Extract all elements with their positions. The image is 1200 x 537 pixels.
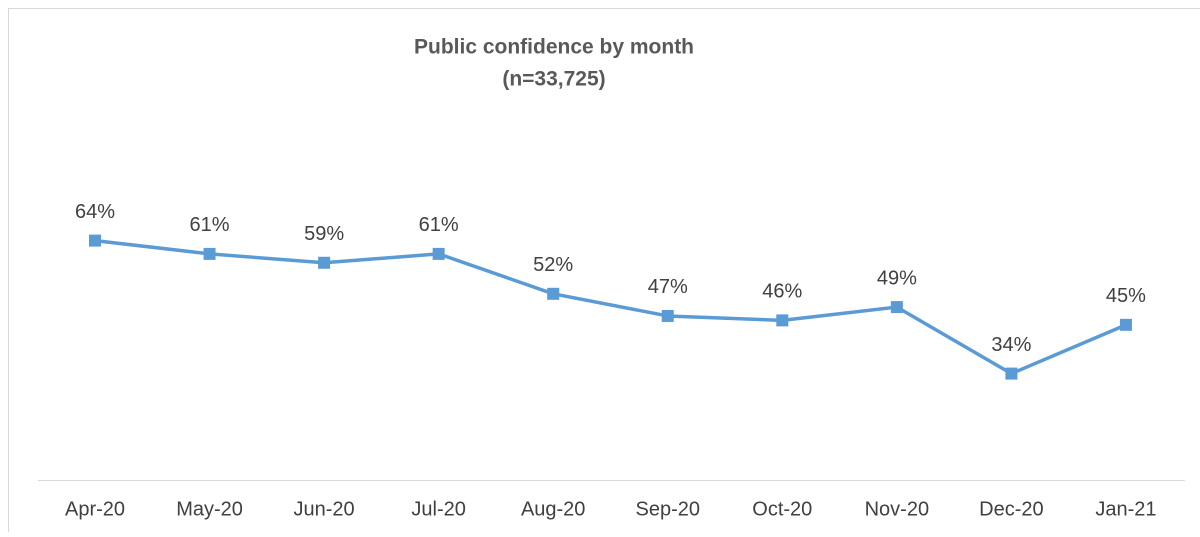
marker bbox=[318, 257, 330, 269]
chart-title: Public confidence by month bbox=[414, 36, 694, 59]
data-label: 46% bbox=[762, 281, 802, 303]
data-label: 61% bbox=[190, 214, 230, 236]
marker bbox=[433, 248, 445, 260]
x-tick-label: Nov-20 bbox=[865, 498, 929, 520]
data-label: 59% bbox=[304, 223, 344, 245]
x-tick-label: Jan-21 bbox=[1095, 498, 1156, 520]
x-tick-label: Apr-20 bbox=[65, 498, 125, 520]
data-label: 61% bbox=[419, 214, 459, 236]
x-tick-label: Jul-20 bbox=[411, 498, 465, 520]
x-tick-label: Jun-20 bbox=[294, 498, 355, 520]
chart-subtitle: (n=33,725) bbox=[502, 68, 605, 91]
data-label: 45% bbox=[1106, 285, 1146, 307]
x-tick-label: Aug-20 bbox=[521, 498, 586, 520]
data-label: 64% bbox=[75, 201, 115, 223]
x-tick-label: May-20 bbox=[176, 498, 243, 520]
x-tick-label: Sep-20 bbox=[636, 498, 701, 520]
marker bbox=[776, 314, 788, 326]
marker bbox=[89, 235, 101, 247]
x-tick-label: Dec-20 bbox=[979, 498, 1043, 520]
marker bbox=[1005, 368, 1017, 380]
marker bbox=[662, 310, 674, 322]
x-tick-label: Oct-20 bbox=[752, 498, 812, 520]
data-label: 34% bbox=[991, 334, 1031, 356]
data-label: 49% bbox=[877, 267, 917, 289]
marker bbox=[1120, 319, 1132, 331]
marker bbox=[547, 288, 559, 300]
marker bbox=[891, 301, 903, 313]
data-label: 52% bbox=[533, 254, 573, 276]
marker bbox=[204, 248, 216, 260]
data-label: 47% bbox=[648, 276, 688, 298]
